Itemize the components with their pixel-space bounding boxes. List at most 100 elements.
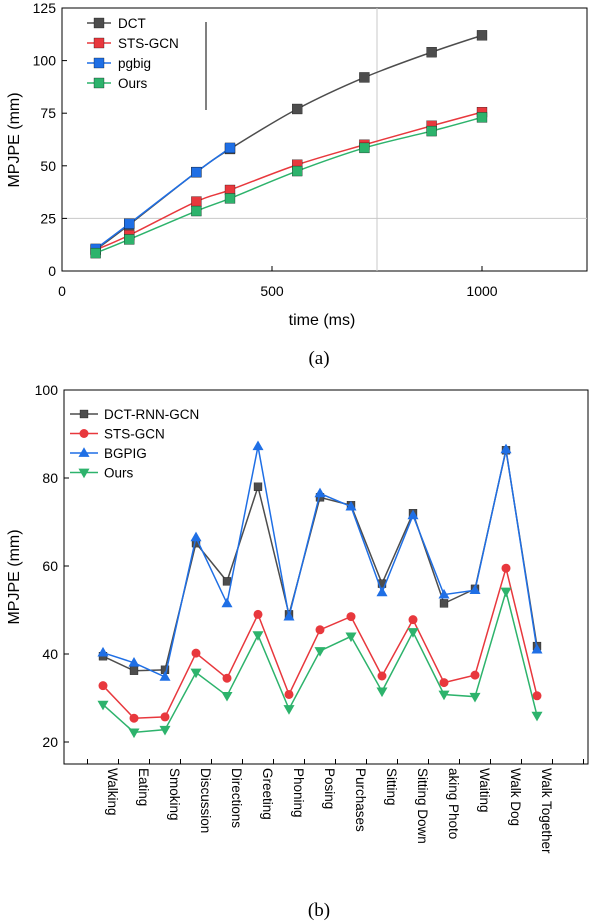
panel-b-category-label: Sitting (384, 768, 399, 806)
panel-b-data-point-sts-gcn (284, 689, 294, 699)
panel-b-data-point-sts-gcn (98, 681, 108, 691)
panel-a-data-point-dct (359, 72, 370, 83)
panel-b-series-line-dct-rnn-gcn (102, 450, 538, 672)
panel-b-data-point-ours (128, 728, 140, 739)
panel-a-x-tick-label: 500 (260, 283, 284, 299)
panel-b-data-point-dct-rnn-gcn (222, 577, 232, 586)
panel-b-caption: (b) (308, 900, 330, 921)
panel-b-y-tick-label: 100 (35, 382, 59, 398)
panel-a-y-tick-label: 100 (33, 53, 57, 69)
panel-b-data-point-sts-gcn (253, 609, 263, 619)
panel-a-data-point-pgbig (191, 166, 202, 178)
panel-b-category-label: Purchases (353, 768, 368, 832)
panel-b-data-point-ours (376, 687, 388, 698)
panel-b-category-label: Walk Together (539, 768, 554, 854)
panel-a-data-point-ours (476, 112, 488, 123)
panel-b-data-point-bgpig (469, 584, 481, 595)
panel-a-data-point-ours (292, 165, 303, 177)
panel-b-data-point-sts-gcn (315, 625, 325, 635)
panel-a-legend-marker-ours (93, 77, 105, 89)
panel-b-data-point-ours (407, 628, 419, 638)
panel-b-category-label: Posing (322, 768, 337, 809)
panel-b-y-tick-label: 60 (42, 558, 58, 574)
panel-b-category-label: Directions (229, 768, 244, 828)
panel-a-data-point-ours (90, 247, 101, 259)
panel-a-data-point-dct (476, 30, 488, 41)
panel-b-data-point-bgpig (376, 586, 388, 597)
panel-a-data-point-ours (124, 234, 135, 245)
panel-b-y-tick-label: 40 (42, 646, 58, 662)
panel-b-data-point-ours (190, 668, 202, 679)
panel-b-plot-frame (63, 389, 589, 765)
panel-b-data-point-sts-gcn (160, 712, 170, 722)
panel-b-data-point-ours (345, 632, 357, 643)
panel-a-caption: (a) (308, 348, 329, 369)
panel-b-y-axis-label: MPJPE (mm) (6, 529, 23, 624)
panel-b-legend-marker-bgpig (78, 447, 90, 457)
panel-b-data-point-bgpig (345, 500, 357, 511)
panel-b-category-label: Waiting (477, 768, 492, 813)
panel-a-data-point-ours (359, 142, 370, 154)
panel-b-data-point-sts-gcn (377, 671, 387, 681)
panel-a-data-point-ours (426, 125, 437, 137)
panel-b-data-point-sts-gcn (222, 673, 232, 683)
panel-a-series-line-pgbig (95, 147, 231, 250)
panel-b-data-point-sts-gcn (346, 612, 356, 622)
panel-b-category-label: Eating (136, 768, 151, 806)
panel-b-chart: 20 40 60 80 100 Walking Eating Smoking Discussio… (6, 382, 589, 921)
panel-b-data-point-bgpig (97, 646, 109, 657)
panel-b-legend-label-dct-rnn-gcn: DCT-RNN-GCN (104, 407, 199, 422)
panel-b-data-point-sts-gcn (191, 648, 201, 658)
panel-a-series-line-ours (95, 116, 483, 254)
panel-a-legend-label-sts-gcn: STS-GCN (118, 36, 179, 51)
panel-a-y-tick-label: 0 (48, 263, 56, 279)
panel-b-data-point-bgpig (500, 443, 512, 454)
panel-b-series-line-bgpig (102, 446, 538, 678)
panel-a-data-point-dct (426, 47, 437, 58)
panel-b-category-label: Greeting (260, 768, 275, 820)
panel-b-data-point-ours (438, 690, 450, 701)
panel-a-data-point-ours (191, 205, 202, 217)
panel-b-data-point-dct-rnn-gcn (439, 599, 449, 608)
panel-b-category-label: Smoking (167, 768, 182, 821)
panel-b-legend-marker-dct-rnn-gcn (79, 409, 89, 419)
panel-a-legend-marker-dct (93, 17, 105, 29)
panel-b-legend-label-bgpig: BGPIG (104, 446, 147, 461)
panel-b-y-tick-label: 80 (42, 470, 58, 486)
panel-b-data-point-ours (469, 692, 481, 703)
panel-b-data-point-sts-gcn (501, 563, 511, 573)
panel-a-data-point-ours (224, 193, 236, 204)
panel-b-data-point-bgpig (531, 643, 543, 654)
panel-a-chart: 0 25 50 75 100 125 0 500 1000 DCT STS-GCN pgbig Our… (6, 0, 588, 369)
panel-a-data-point-pgbig (124, 218, 135, 229)
panel-a-series-line-sts-gcn (95, 111, 483, 251)
panel-b-category-label: Discussion (198, 768, 213, 833)
panel-a-y-axis-label: MPJPE (mm) (6, 92, 23, 187)
panel-a-legend: DCT STS-GCN pgbig Ours (87, 16, 207, 110)
panel-a-x-tick-label: 0 (58, 283, 66, 299)
panel-b-data-point-ours (97, 700, 109, 711)
panel-b-data-point-sts-gcn (439, 678, 449, 688)
panel-b-data-point-dct-rnn-gcn (253, 482, 263, 491)
panel-a-y-tick-label: 25 (40, 210, 56, 226)
panel-a-legend-label-dct: DCT (118, 16, 146, 31)
panel-b-data-point-ours (283, 705, 295, 715)
panel-a-y-tick-label: 125 (33, 0, 57, 16)
panel-b-data-point-ours (221, 691, 233, 702)
panel-a-data-point-dct (292, 103, 303, 115)
panel-a-legend-label-pgbig: pgbig (118, 56, 151, 71)
panel-b-data-point-bgpig (190, 531, 202, 542)
panel-b-data-point-bgpig (314, 487, 326, 498)
panel-b-data-point-ours (500, 587, 512, 598)
panel-a-legend-label-ours: Ours (118, 76, 148, 91)
panel-a-y-tick-label: 50 (40, 158, 56, 174)
panel-b-data-point-bgpig (221, 597, 233, 608)
panel-b-data-point-ours (159, 725, 171, 736)
panel-b-category-label: Sitting Down (415, 768, 430, 844)
panel-b-data-point-dct-rnn-gcn (129, 666, 139, 675)
panel-b-data-point-bgpig (438, 588, 450, 599)
panel-b-data-point-bgpig (159, 671, 171, 681)
panel-a-data-point-pgbig (224, 142, 236, 154)
panel-a-x-axis-label: time (ms) (289, 312, 356, 329)
